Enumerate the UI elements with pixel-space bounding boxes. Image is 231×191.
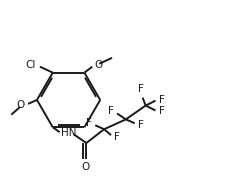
Text: F: F xyxy=(114,132,120,142)
Text: Cl: Cl xyxy=(26,60,36,70)
Text: F: F xyxy=(138,84,144,94)
Text: HN: HN xyxy=(61,128,76,138)
Text: F: F xyxy=(108,106,114,117)
Text: F: F xyxy=(159,95,165,105)
Text: O: O xyxy=(17,100,25,110)
Text: F: F xyxy=(86,118,92,128)
Text: F: F xyxy=(159,106,165,117)
Text: O: O xyxy=(94,60,103,70)
Text: O: O xyxy=(81,162,89,172)
Text: F: F xyxy=(138,120,144,130)
